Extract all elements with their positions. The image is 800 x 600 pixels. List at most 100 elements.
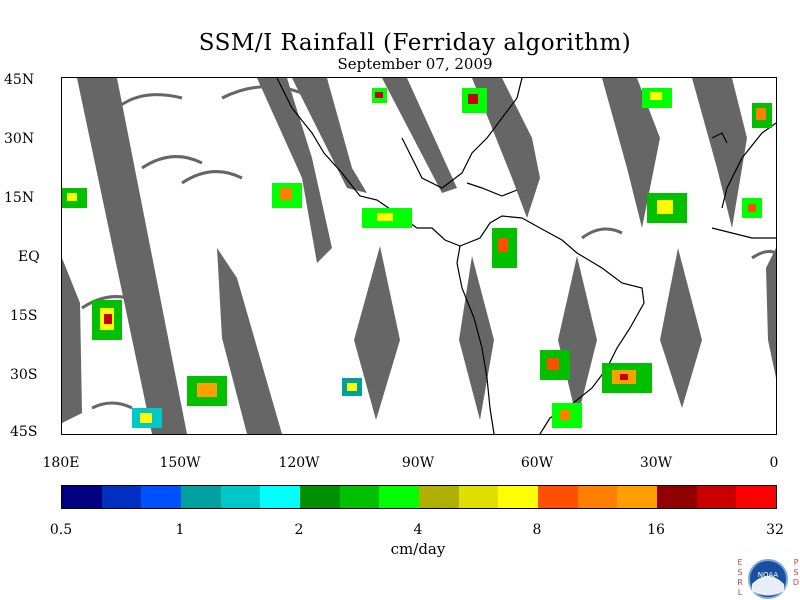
swath-arc <box>221 85 303 100</box>
swath-arc <box>116 93 183 110</box>
swath-gap <box>217 248 282 434</box>
colorbar-segment <box>181 486 221 508</box>
rain-cluster <box>752 103 772 128</box>
swath-gap <box>77 78 187 434</box>
credit-letters-right: PSD <box>792 558 800 588</box>
colorbar-segment <box>696 486 737 508</box>
lat-label-15s: 15S <box>10 308 38 324</box>
rain-cluster <box>372 88 387 103</box>
swath-gap <box>602 78 660 228</box>
rain-cluster <box>342 378 362 396</box>
colorbar-segment <box>458 486 499 508</box>
esrl-psd-credit: ESRL NOAA PSD <box>736 558 800 600</box>
lon-label-90w: 90W <box>401 455 435 471</box>
lat-label-eq: EQ <box>18 249 40 265</box>
noaa-logo-text: NOAA <box>758 571 779 579</box>
colorbar-units: cm/day <box>390 540 446 558</box>
lon-label-150w: 150W <box>159 455 201 471</box>
map-canvas <box>62 78 776 434</box>
lat-label-45s: 45S <box>10 424 38 440</box>
colorbar-segment <box>498 486 539 508</box>
rain-cluster <box>272 183 302 208</box>
colorbar-label: 1 <box>175 522 185 538</box>
lon-label-0: 0 <box>769 455 779 471</box>
swath-gap <box>660 248 702 408</box>
rain-cluster <box>492 228 517 268</box>
swath-arc <box>141 155 203 170</box>
coastline-gulf <box>401 78 523 189</box>
colorbar-segment <box>260 486 301 508</box>
credit-letter: ESRL <box>737 558 743 597</box>
swath-gap <box>62 258 82 423</box>
coastline-africa <box>721 122 776 209</box>
rainfall-map <box>61 77 777 435</box>
colorbar-segment <box>617 486 658 508</box>
rain-cluster <box>462 88 487 113</box>
rain-cluster <box>647 193 687 223</box>
lon-label-180e: 180E <box>42 455 80 471</box>
swath-gap <box>354 246 400 420</box>
rain-cluster <box>552 403 582 428</box>
swath-arc <box>91 401 133 410</box>
swath-gap <box>382 78 457 193</box>
credit-letters-left: ESRL <box>736 558 744 598</box>
lat-label-30s: 30S <box>10 367 38 383</box>
rain-cluster <box>62 188 87 208</box>
rain-cluster <box>742 198 762 218</box>
colorbar-segment <box>62 486 102 508</box>
lat-label-15n: 15N <box>4 190 35 206</box>
colorbar-label: 2 <box>294 522 304 538</box>
colorbar-segment <box>379 486 420 508</box>
swath-gap <box>292 78 367 193</box>
colorbar-segment <box>220 486 261 508</box>
colorbar-segment <box>736 486 777 508</box>
colorbar-segment <box>538 486 578 508</box>
swath-arcs <box>81 85 776 410</box>
rain-cluster <box>602 363 652 393</box>
colorbar-segment <box>101 486 142 508</box>
swath-gap <box>766 248 776 378</box>
colorbar-segment <box>657 486 697 508</box>
rain-cluster <box>92 300 122 340</box>
lon-label-60w: 60W <box>520 455 554 471</box>
rain-cluster <box>642 88 672 108</box>
lon-label-120w: 120W <box>278 455 320 471</box>
swath-arc <box>751 249 776 260</box>
coastline-caribbean <box>466 182 518 197</box>
rain-cluster <box>187 376 227 406</box>
colorbar-segment <box>419 486 459 508</box>
color-bar <box>61 485 777 509</box>
lat-label-30n: 30N <box>4 131 35 147</box>
colorbar-label: 4 <box>413 522 423 538</box>
swath-gap <box>472 78 540 218</box>
colorbar-label: 8 <box>532 522 542 538</box>
coastline-island <box>711 132 728 144</box>
coastline-africa-gulf <box>711 227 776 239</box>
coastline-south-america-west <box>456 245 495 434</box>
colorbar-segment <box>141 486 182 508</box>
swath-gap <box>257 78 332 263</box>
swath-arc <box>181 170 243 185</box>
colorbar-label: 32 <box>766 522 784 538</box>
credit-letter: PSD <box>792 558 800 587</box>
lon-label-30w: 30W <box>639 455 673 471</box>
swath-gap <box>558 256 597 420</box>
swath-arc <box>81 295 143 310</box>
rain-cluster <box>132 408 162 428</box>
colorbar-segment <box>339 486 380 508</box>
swath-gaps <box>62 78 776 434</box>
colorbar-label: 16 <box>647 522 665 538</box>
swath-arc <box>581 227 623 240</box>
rain-cluster <box>540 350 570 380</box>
lat-label-45n: 45N <box>4 72 35 88</box>
colorbar-segment <box>300 486 340 508</box>
map-title: SSM/I Rainfall (Ferriday algorithm) <box>198 30 632 56</box>
coastline-americas-east <box>276 78 645 434</box>
colorbar-label: 0.5 <box>49 522 73 538</box>
colorbar-segment <box>577 486 618 508</box>
noaa-logo-icon: NOAA <box>748 559 788 599</box>
map-date: September 07, 2009 <box>337 55 493 73</box>
rain-patches <box>62 88 772 428</box>
swath-gap <box>459 256 494 420</box>
swath-gap <box>692 78 747 228</box>
